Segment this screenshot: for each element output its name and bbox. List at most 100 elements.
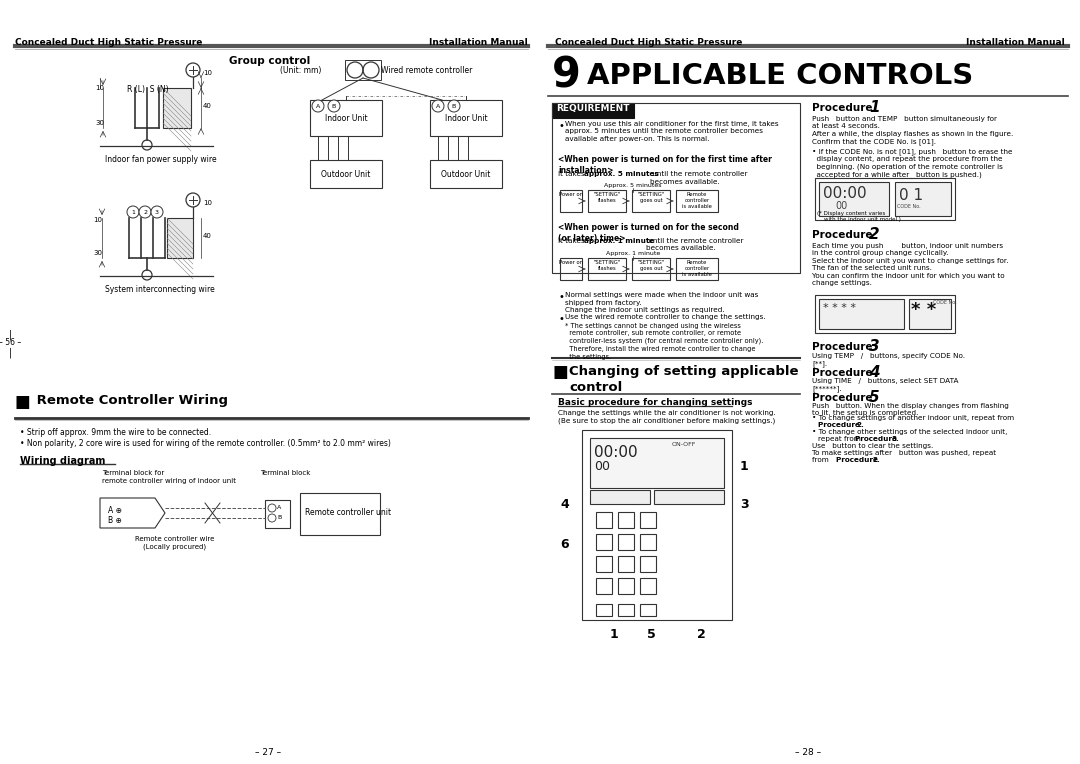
Bar bbox=[618, 512, 634, 528]
Text: 3: 3 bbox=[869, 339, 879, 354]
Text: •: • bbox=[558, 314, 564, 324]
Polygon shape bbox=[100, 498, 165, 528]
Text: 4: 4 bbox=[869, 365, 879, 380]
Text: ■: ■ bbox=[15, 393, 30, 411]
Text: Indoor Unit: Indoor Unit bbox=[325, 114, 367, 123]
Text: • If the CODE No. is not [01], push   button to erase the
  display content, and: • If the CODE No. is not [01], push butt… bbox=[812, 148, 1013, 178]
Circle shape bbox=[312, 100, 324, 112]
Bar bbox=[632, 258, 670, 280]
Text: 10: 10 bbox=[203, 70, 212, 76]
Text: 0 1: 0 1 bbox=[899, 188, 923, 203]
Text: It takes: It takes bbox=[558, 238, 588, 244]
Text: – 56 –: – 56 – bbox=[0, 338, 22, 347]
Text: Indoor fan power supply wire: Indoor fan power supply wire bbox=[105, 155, 217, 164]
Text: |: | bbox=[9, 330, 12, 341]
Bar bbox=[618, 534, 634, 550]
Circle shape bbox=[432, 100, 444, 112]
Bar bbox=[895, 182, 951, 216]
Text: •: • bbox=[558, 292, 564, 302]
Text: "SETTING"
flashes: "SETTING" flashes bbox=[593, 192, 621, 203]
Text: <When power is turned on for the first time after
installation>: <When power is turned on for the first t… bbox=[558, 155, 772, 175]
Text: 10: 10 bbox=[93, 217, 102, 223]
Text: A: A bbox=[315, 103, 320, 108]
Bar bbox=[430, 160, 502, 188]
Text: A ⊕: A ⊕ bbox=[108, 506, 122, 515]
Text: Basic procedure for changing settings: Basic procedure for changing settings bbox=[558, 398, 753, 407]
Bar bbox=[618, 556, 634, 572]
Bar bbox=[561, 258, 582, 280]
Text: Remote controller unit: Remote controller unit bbox=[305, 508, 391, 517]
Text: repeat from: repeat from bbox=[818, 436, 863, 442]
Text: Changing of setting applicable
control: Changing of setting applicable control bbox=[569, 365, 798, 394]
Text: – 27 –: – 27 – bbox=[255, 748, 281, 757]
Circle shape bbox=[151, 206, 163, 218]
Bar bbox=[590, 490, 650, 504]
Text: * *: * * bbox=[912, 301, 936, 319]
Bar bbox=[654, 490, 724, 504]
Text: 10: 10 bbox=[203, 200, 212, 206]
Text: approx. 5 minutes: approx. 5 minutes bbox=[584, 171, 659, 177]
Text: System interconnecting wire: System interconnecting wire bbox=[105, 285, 215, 294]
Text: 2: 2 bbox=[869, 227, 879, 242]
Text: Procedure: Procedure bbox=[818, 422, 862, 428]
Bar bbox=[596, 512, 612, 528]
Bar bbox=[167, 218, 193, 258]
Bar bbox=[819, 299, 904, 329]
Bar bbox=[582, 430, 732, 620]
Text: Use   button to clear the settings.: Use button to clear the settings. bbox=[812, 443, 933, 449]
Text: Normal settings were made when the indoor unit was
shipped from factory.
Change : Normal settings were made when the indoo… bbox=[565, 292, 758, 313]
Text: 1: 1 bbox=[131, 209, 135, 215]
Bar bbox=[815, 178, 955, 220]
Text: Remote
controller
is available: Remote controller is available bbox=[683, 192, 712, 209]
Text: 3: 3 bbox=[156, 209, 159, 215]
Text: Power on: Power on bbox=[559, 260, 583, 265]
Text: with the indoor unit model.): with the indoor unit model.) bbox=[816, 217, 901, 222]
Bar bbox=[561, 190, 582, 212]
Text: Installation Manual: Installation Manual bbox=[429, 38, 528, 47]
Text: until the remote controller
becomes available.: until the remote controller becomes avai… bbox=[650, 171, 747, 184]
Bar bbox=[310, 100, 382, 136]
Bar bbox=[310, 160, 382, 188]
Text: "SETTING"
goes out: "SETTING" goes out bbox=[637, 192, 664, 203]
Text: 4: 4 bbox=[561, 498, 569, 511]
Text: To make settings after   button was pushed, repeat: To make settings after button was pushed… bbox=[812, 450, 996, 456]
Text: CODE No.: CODE No. bbox=[897, 204, 920, 209]
Bar bbox=[909, 299, 951, 329]
Text: approx. 1 minute: approx. 1 minute bbox=[584, 238, 654, 244]
Text: 1: 1 bbox=[869, 100, 879, 115]
Text: |: | bbox=[9, 348, 12, 358]
Text: Remote Controller Wiring: Remote Controller Wiring bbox=[32, 394, 228, 407]
Bar bbox=[588, 258, 626, 280]
Text: (* Display content varies: (* Display content varies bbox=[816, 211, 886, 216]
Text: Approx. 1 minute: Approx. 1 minute bbox=[606, 251, 660, 256]
Bar bbox=[632, 190, 670, 212]
Bar bbox=[819, 182, 889, 216]
Bar bbox=[596, 556, 612, 572]
Text: 6: 6 bbox=[561, 538, 569, 551]
Bar bbox=[640, 604, 656, 616]
Text: A: A bbox=[276, 505, 281, 510]
Text: 5: 5 bbox=[647, 628, 656, 641]
Text: 10: 10 bbox=[95, 85, 104, 91]
Text: Use the wired remote controller to change the settings.: Use the wired remote controller to chang… bbox=[565, 314, 766, 320]
Bar bbox=[640, 556, 656, 572]
Text: Using TEMP   /   buttons, specify CODE No.
[**].: Using TEMP / buttons, specify CODE No. [… bbox=[812, 353, 966, 367]
Text: REQUIREMENT: REQUIREMENT bbox=[556, 104, 630, 113]
Bar bbox=[300, 493, 380, 535]
Bar bbox=[815, 295, 955, 333]
Text: Remote
controller
is available: Remote controller is available bbox=[683, 260, 712, 277]
Bar bbox=[588, 190, 626, 212]
Text: Terminal block for
remote controller wiring of indoor unit: Terminal block for remote controller wir… bbox=[102, 470, 237, 484]
Text: R (L)  S (N): R (L) S (N) bbox=[127, 85, 168, 94]
Circle shape bbox=[139, 206, 151, 218]
Text: * The settings cannot be changed using the wireless
  remote controller, sub rem: * The settings cannot be changed using t… bbox=[565, 323, 764, 360]
Bar bbox=[552, 103, 800, 273]
Text: Procedure: Procedure bbox=[836, 457, 880, 463]
Text: • Strip off approx. 9mm the wire to be connected.: • Strip off approx. 9mm the wire to be c… bbox=[21, 428, 211, 437]
Text: B ⊕: B ⊕ bbox=[108, 516, 122, 525]
Bar bbox=[676, 258, 718, 280]
Bar bbox=[265, 500, 291, 528]
Text: 00: 00 bbox=[594, 460, 610, 473]
Text: 1: 1 bbox=[740, 460, 748, 473]
Text: Procedure: Procedure bbox=[812, 342, 876, 352]
